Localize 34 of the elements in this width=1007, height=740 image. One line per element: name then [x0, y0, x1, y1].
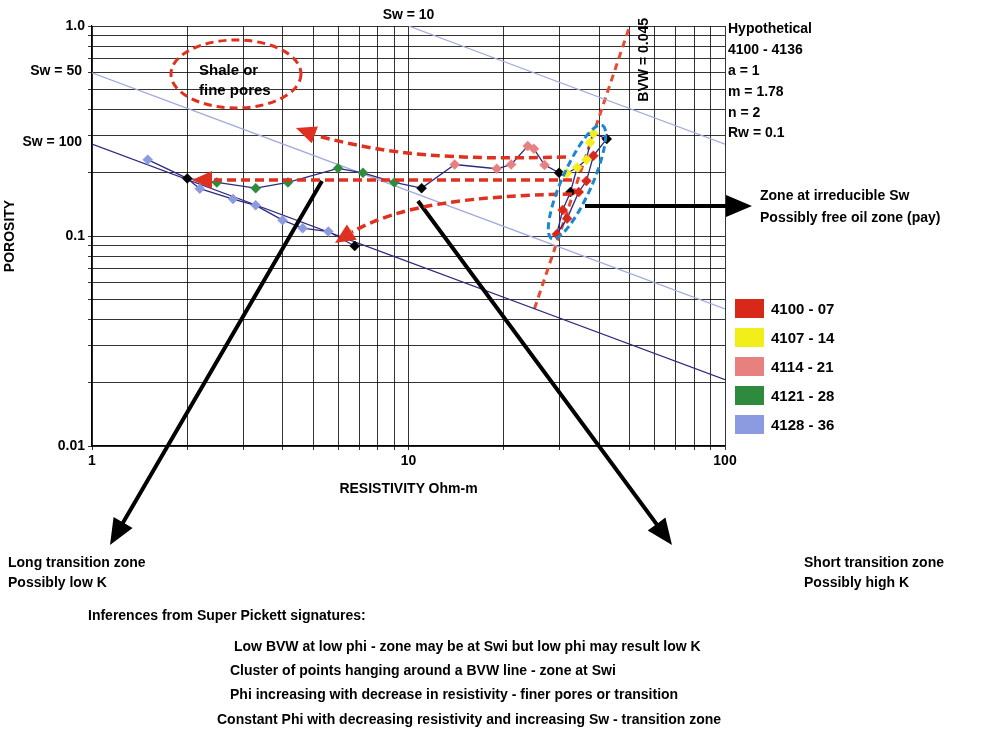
series-label: Sw = 50 — [30, 61, 83, 78]
legend-label: 4121 - 28 — [771, 387, 835, 404]
x-tick-label: 1 — [88, 452, 97, 469]
x-tick-label: 10 — [400, 452, 417, 469]
text: Short transition zone — [804, 554, 944, 571]
series-label: Sw = 100 — [22, 132, 83, 149]
text: Cluster of points hanging around a BVW line - zone at Swi — [230, 662, 616, 679]
text: Possibly free oil zone (pay) — [760, 209, 941, 226]
text: 4100 - 4136 — [728, 41, 803, 58]
legend-label: 4114 - 21 — [771, 358, 834, 375]
text: a = 1 — [728, 62, 760, 79]
text: Inferences from Super Pickett signatures: — [88, 607, 366, 624]
text: Long transition zone — [8, 554, 146, 571]
y-tick-label: 1.0 — [65, 16, 86, 33]
text: Possibly high K — [804, 574, 910, 591]
text: m = 1.78 — [728, 83, 784, 100]
text: BVW = 0.045 — [634, 17, 651, 102]
text: Zone at irreducible Sw — [760, 187, 910, 204]
text: n = 2 — [728, 104, 761, 121]
x-tick-label: 100 — [713, 452, 737, 469]
y-tick-label: 0.1 — [65, 226, 86, 243]
text: Possibly low K — [8, 574, 107, 591]
x-axis-title: RESISTIVITY Ohm-m — [339, 480, 478, 497]
text: Constant Phi with decreasing resistivity and increasing Sw - transition zone — [217, 711, 722, 728]
text: Hypothetical — [728, 20, 813, 37]
text: Low BVW at low phi - zone may be at Swi but low phi may result low K — [234, 638, 701, 655]
legend-label: 4128 - 36 — [771, 416, 835, 433]
legend-label: 4100 - 07 — [771, 300, 835, 317]
text: Rw = 0.1 — [728, 124, 785, 141]
series-label: Sw = 10 — [382, 5, 435, 22]
y-tick-label: 0.01 — [57, 436, 86, 453]
legend-label: 4107 - 14 — [771, 329, 835, 346]
y-axis-title: POROSITY — [1, 199, 18, 273]
text: Phi increasing with decrease in resistivity - finer pores or transition — [230, 686, 679, 703]
